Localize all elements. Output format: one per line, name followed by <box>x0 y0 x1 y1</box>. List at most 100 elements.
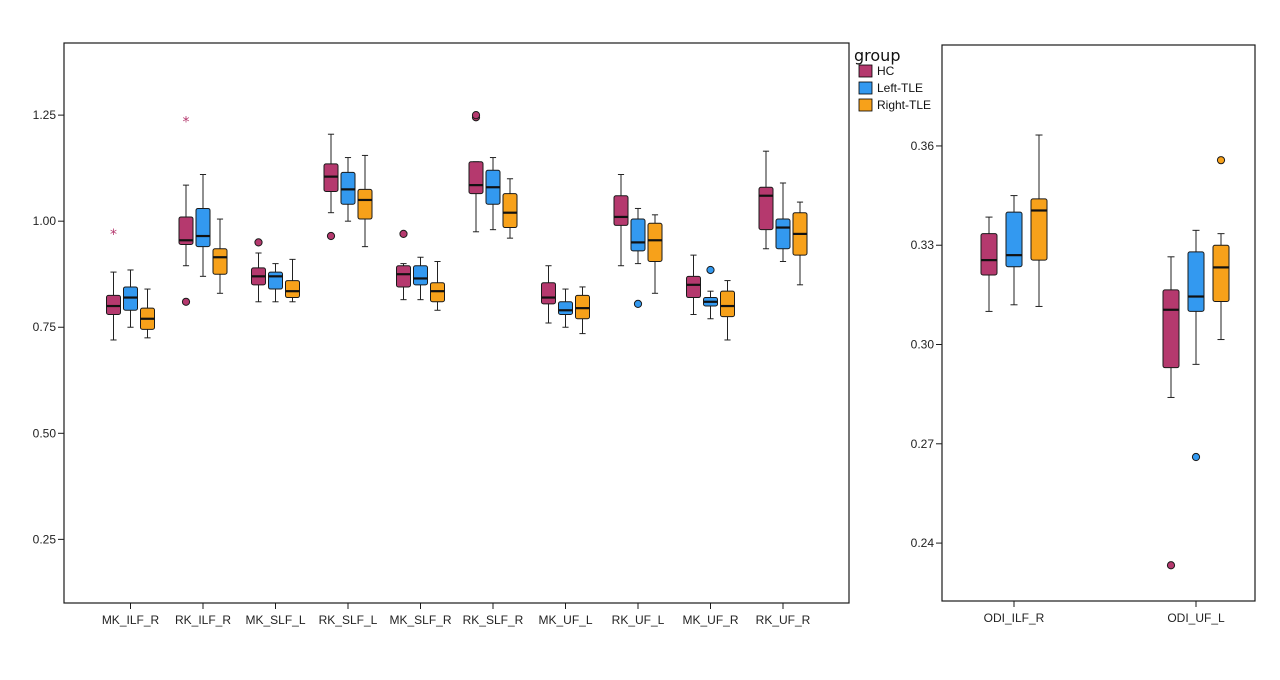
iqr-box <box>195 207 211 248</box>
box-hc-rk-ilf-r: * <box>178 114 194 306</box>
iqr-box <box>357 188 373 220</box>
box-left-tle-mk-ilf-r <box>123 269 138 328</box>
box-right-tle-rk-slf-r <box>502 178 518 239</box>
box-left-tle-rk-ilf-r <box>195 174 211 277</box>
box-right-tle-mk-uf-l <box>575 286 590 335</box>
iqr-box <box>647 222 663 262</box>
outlier-point <box>706 265 715 275</box>
outlier-point <box>181 297 191 306</box>
iqr-box <box>1212 244 1230 302</box>
iqr-box <box>1187 251 1205 312</box>
box-hc-mk-slf-r <box>396 229 411 301</box>
outlier-point <box>1166 561 1176 570</box>
box-hc-mk-uf-l <box>541 265 556 324</box>
y-tick-label: 0.36 <box>911 139 935 153</box>
outlier-point <box>471 111 481 120</box>
legend-swatch-hc <box>858 64 873 78</box>
y-tick-label: 0.25 <box>33 532 57 546</box>
box-hc-odi-uf-l <box>1162 256 1180 570</box>
box-left-tle-rk-uf-r <box>775 182 791 262</box>
iqr-box <box>396 265 411 288</box>
x-tick-label: ODI_ILF_R <box>984 611 1045 625</box>
iqr-box <box>268 271 283 290</box>
legend-label-right-tle: Right-TLE <box>877 98 931 112</box>
iqr-box <box>178 216 194 246</box>
iqr-box <box>775 218 791 250</box>
extreme-point: * <box>110 227 117 243</box>
x-tick-label: RK_SLF_L <box>319 613 378 627</box>
iqr-box <box>1005 211 1023 268</box>
box-right-tle-mk-uf-r <box>720 280 735 341</box>
box-right-tle-mk-slf-r <box>430 260 445 311</box>
outlier-point <box>1216 156 1226 165</box>
x-tick-label: ODI_UF_L <box>1167 611 1225 625</box>
iqr-box <box>980 233 998 276</box>
iqr-box <box>686 275 701 299</box>
outlier-point <box>254 238 263 247</box>
right-chart-panel: 0.24 0.27 0.30 0.33 0.36 ODI_ILF_R ODI_UF_L <box>911 44 1256 625</box>
iqr-box <box>468 161 484 195</box>
box-left-tle-mk-uf-r <box>703 265 718 320</box>
x-tick-label: RK_SLF_R <box>463 613 524 627</box>
extreme-point: * <box>183 114 190 130</box>
iqr-box <box>558 301 573 316</box>
iqr-box <box>541 282 556 305</box>
box-right-tle-odi-uf-l <box>1212 156 1230 341</box>
box-left-tle-odi-ilf-r <box>1005 195 1023 306</box>
y-tick-label: 0.50 <box>33 426 57 440</box>
y-tick-label: 0.75 <box>33 320 57 334</box>
box-left-tle-rk-slf-l <box>340 157 356 222</box>
legend-swatch-right-tle <box>858 98 873 112</box>
x-tick-label: MK_ILF_R <box>102 613 160 627</box>
outlier-point <box>633 299 643 309</box>
iqr-box <box>630 218 646 252</box>
y-tick-label: 1.25 <box>33 108 57 122</box>
box-hc-odi-ilf-r <box>980 216 998 312</box>
box-hc-mk-uf-r <box>686 254 701 316</box>
outlier-point <box>1191 452 1201 462</box>
iqr-box <box>413 265 428 286</box>
iqr-box <box>1162 289 1180 369</box>
box-right-tle-odi-ilf-r <box>1030 134 1048 307</box>
box-hc-rk-uf-r <box>758 150 774 250</box>
y-tick-label: 0.33 <box>911 238 935 252</box>
iqr-box <box>212 248 228 275</box>
group-legend: group HC Left-TLE Right-TLE <box>854 46 931 112</box>
y-tick-label: 0.30 <box>911 338 935 352</box>
legend-title: group <box>854 46 900 65</box>
x-tick-label: RK_UF_L <box>612 613 665 627</box>
iqr-box <box>502 193 518 229</box>
box-left-tle-mk-slf-l <box>268 263 283 303</box>
iqr-box <box>758 186 774 231</box>
iqr-box <box>1030 198 1048 261</box>
box-right-tle-rk-ilf-r <box>212 218 228 294</box>
iqr-box <box>613 195 629 226</box>
left-chart-panel: 0.25 0.50 0.75 1.00 1.25 MK_ILF_R RK_ILF_R MK_S… <box>33 42 850 627</box>
box-hc-mk-slf-l <box>251 238 266 303</box>
legend-swatch-left-tle <box>858 81 873 95</box>
box-hc-rk-slf-l <box>323 133 339 241</box>
iqr-box <box>720 290 735 318</box>
box-left-tle-mk-uf-l <box>558 288 573 328</box>
outlier-point <box>399 229 408 239</box>
y-tick-label: 1.00 <box>33 214 57 228</box>
plot-frame <box>63 42 850 604</box>
box-right-tle-mk-slf-l <box>285 258 300 303</box>
box-left-tle-rk-uf-l <box>630 207 646 309</box>
box-left-tle-odi-uf-l <box>1187 229 1205 462</box>
box-hc-rk-uf-l <box>613 174 629 267</box>
y-tick-label: 0.27 <box>911 437 935 451</box>
box-right-tle-rk-uf-l <box>647 214 663 294</box>
x-tick-label: MK_SLF_L <box>245 613 305 627</box>
plot-frame <box>941 44 1256 602</box>
box-right-tle-rk-slf-l <box>357 154 373 248</box>
legend-label-hc: HC <box>877 64 895 78</box>
x-tick-label: MK_SLF_R <box>389 613 451 627</box>
box-hc-mk-ilf-r: * <box>106 227 121 341</box>
box-left-tle-rk-slf-r <box>485 157 501 231</box>
box-right-tle-rk-uf-r <box>792 201 808 286</box>
box-right-tle-mk-ilf-r <box>140 288 155 339</box>
iqr-box <box>285 280 300 299</box>
x-tick-label: MK_UF_R <box>682 613 738 627</box>
